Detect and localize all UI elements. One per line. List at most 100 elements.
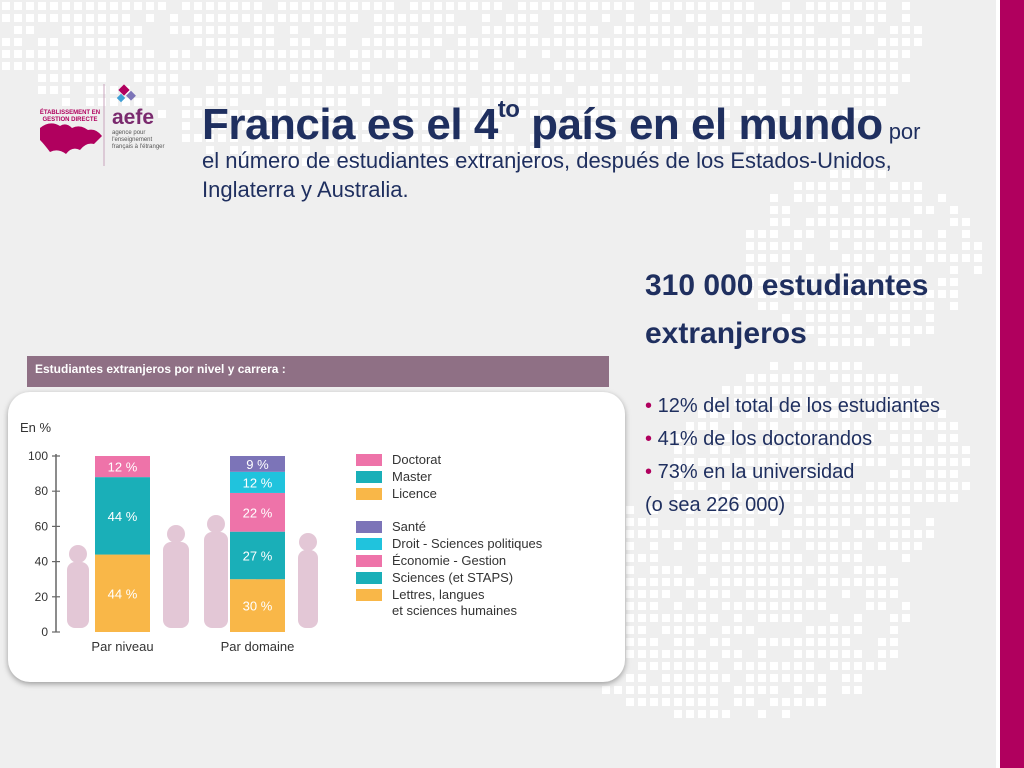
map-dot xyxy=(890,26,898,34)
map-dot xyxy=(74,38,82,46)
map-dot xyxy=(170,14,178,22)
map-dot xyxy=(890,242,898,250)
map-dot xyxy=(710,686,718,694)
map-dot xyxy=(386,2,394,10)
map-dot xyxy=(170,86,178,94)
map-dot xyxy=(866,518,874,526)
map-dot xyxy=(818,590,826,598)
map-dot xyxy=(458,26,466,34)
map-dot xyxy=(806,122,814,130)
map-dot xyxy=(866,314,874,322)
map-dot xyxy=(842,230,850,238)
map-dot xyxy=(758,602,766,610)
map-dot xyxy=(806,482,814,490)
map-dot xyxy=(770,698,778,706)
map-dot xyxy=(254,38,262,46)
map-dot xyxy=(398,62,406,70)
map-dot xyxy=(854,338,862,346)
map-dot xyxy=(902,254,910,262)
map-dot xyxy=(818,566,826,574)
map-dot xyxy=(902,602,910,610)
map-dot xyxy=(770,410,778,418)
map-dot xyxy=(578,38,586,46)
map-dot xyxy=(878,290,886,298)
map-dot xyxy=(638,590,646,598)
map-dot xyxy=(830,338,838,346)
map-dot xyxy=(794,662,802,670)
map-dot xyxy=(854,266,862,274)
map-dot xyxy=(794,302,802,310)
map-dot xyxy=(98,74,106,82)
map-dot xyxy=(794,638,802,646)
map-dot xyxy=(782,206,790,214)
map-dot xyxy=(578,2,586,10)
map-dot xyxy=(770,122,778,130)
map-dot xyxy=(338,134,346,142)
map-dot xyxy=(746,662,754,670)
map-dot xyxy=(782,62,790,70)
map-dot xyxy=(638,602,646,610)
map-dot xyxy=(782,266,790,274)
map-dot xyxy=(434,158,442,166)
map-dot xyxy=(146,74,154,82)
map-dot xyxy=(686,446,694,454)
map-dot xyxy=(710,434,718,442)
map-dot xyxy=(902,38,910,46)
map-dot xyxy=(494,110,502,118)
map-dot xyxy=(962,254,970,262)
map-dot xyxy=(626,614,634,622)
map-dot xyxy=(746,290,754,298)
map-dot xyxy=(842,650,850,658)
map-dot xyxy=(206,26,214,34)
map-dot xyxy=(818,194,826,202)
map-dot xyxy=(530,14,538,22)
map-dot xyxy=(902,518,910,526)
map-dot xyxy=(638,662,646,670)
map-dot xyxy=(686,50,694,58)
map-dot xyxy=(842,686,850,694)
map-dot xyxy=(782,482,790,490)
map-dot xyxy=(890,506,898,514)
map-dot xyxy=(326,26,334,34)
map-dot xyxy=(770,482,778,490)
map-dot xyxy=(566,98,574,106)
map-dot xyxy=(98,86,106,94)
map-dot xyxy=(794,38,802,46)
map-dot xyxy=(674,482,682,490)
map-dot xyxy=(674,614,682,622)
map-dot xyxy=(290,26,298,34)
map-dot xyxy=(458,110,466,118)
map-dot xyxy=(698,122,706,130)
legend-label: Sciences (et STAPS) xyxy=(392,570,513,585)
map-dot xyxy=(626,86,634,94)
map-dot xyxy=(278,14,286,22)
map-dot xyxy=(806,50,814,58)
map-dot xyxy=(830,530,838,538)
map-dot xyxy=(758,590,766,598)
map-dot xyxy=(794,518,802,526)
map-dot xyxy=(842,494,850,502)
map-dot xyxy=(830,554,838,562)
map-dot xyxy=(278,110,286,118)
map-dot xyxy=(206,122,214,130)
map-dot xyxy=(902,2,910,10)
map-dot xyxy=(686,134,694,142)
map-dot xyxy=(650,638,658,646)
map-dot xyxy=(746,530,754,538)
map-dot xyxy=(782,134,790,142)
bar-segment xyxy=(230,531,285,580)
map-dot xyxy=(842,74,850,82)
map-dot xyxy=(806,38,814,46)
map-dot xyxy=(722,518,730,526)
map-dot xyxy=(242,38,250,46)
map-dot xyxy=(734,122,742,130)
map-dot xyxy=(746,134,754,142)
map-dot xyxy=(746,434,754,442)
map-dot xyxy=(578,98,586,106)
map-dot xyxy=(542,158,550,166)
map-dot xyxy=(746,554,754,562)
map-dot xyxy=(230,74,238,82)
map-dot xyxy=(290,98,298,106)
map-dot xyxy=(650,686,658,694)
map-dot xyxy=(890,518,898,526)
